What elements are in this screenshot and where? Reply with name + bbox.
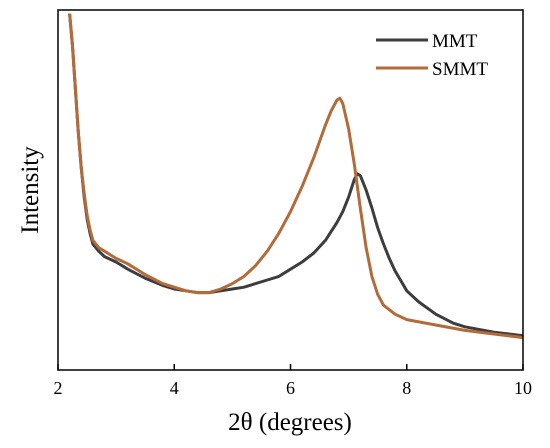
legend-label-mmt: MMT	[432, 31, 478, 52]
x-tick-label: 10	[514, 378, 532, 398]
legend-label-smmt: SMMT	[432, 59, 488, 80]
series-line-smmt	[68, 13, 524, 340]
x-axis-title: 2θ (degrees)	[228, 409, 352, 436]
y-axis-title: Intensity	[17, 146, 44, 234]
tick-layer: 2 4 6 8 10	[54, 364, 532, 398]
x-tick-label: 6	[286, 378, 295, 398]
series-line-mmt	[68, 13, 524, 338]
legend: MMT SMMT	[376, 31, 488, 80]
series-layer	[68, 13, 524, 340]
x-tick-label: 4	[170, 378, 179, 398]
x-tick-label: 2	[54, 378, 63, 398]
x-tick-label: 8	[402, 378, 411, 398]
